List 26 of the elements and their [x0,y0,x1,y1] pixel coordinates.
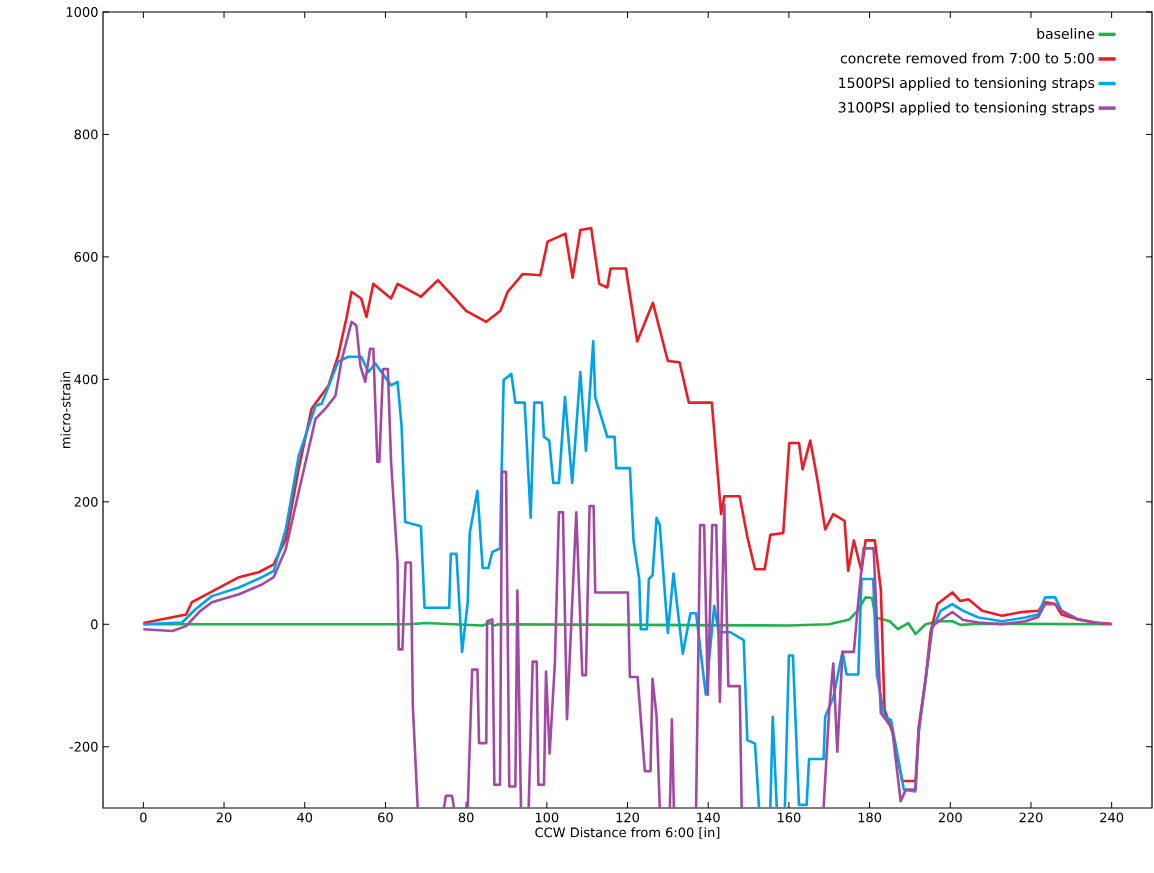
x-tick-label: 80 [458,812,474,823]
x-tick-label: 160 [777,812,801,823]
x-tick-label: 120 [616,812,640,823]
x-tick-label: 140 [697,812,720,823]
legend-label: 1500PSI applied to tensioning straps [839,77,1095,91]
x-axis-title: CCW Distance from 6:00 [in] [535,827,720,839]
x-tick-label: 180 [858,812,882,823]
x-tick-label: 40 [297,812,313,823]
y-tick-label: 0 [91,619,98,630]
x-tick-label: 100 [535,812,559,823]
y-tick-label: -200 [69,741,98,752]
y-tick-label: 1000 [66,7,98,17]
x-tick-label: 220 [1019,812,1043,823]
y-axis-title: micro-strain [60,371,71,448]
x-tick-label: 200 [938,812,962,823]
y-tick-label: 600 [74,251,98,262]
y-tick-label: 800 [74,129,98,140]
legend-label: concrete removed from 7:00 to 5:00 [840,52,1094,64]
x-tick-label: 0 [140,812,147,823]
y-tick-label: 400 [74,374,98,385]
legend-label: baseline [1037,28,1095,39]
x-tick-label: 60 [378,812,393,823]
x-tick-label: 20 [216,812,232,823]
x-tick-label: 240 [1100,812,1124,823]
y-tick-label: 200 [74,496,98,507]
legend-label: 3100PSI applied to tensioning straps [838,101,1095,116]
